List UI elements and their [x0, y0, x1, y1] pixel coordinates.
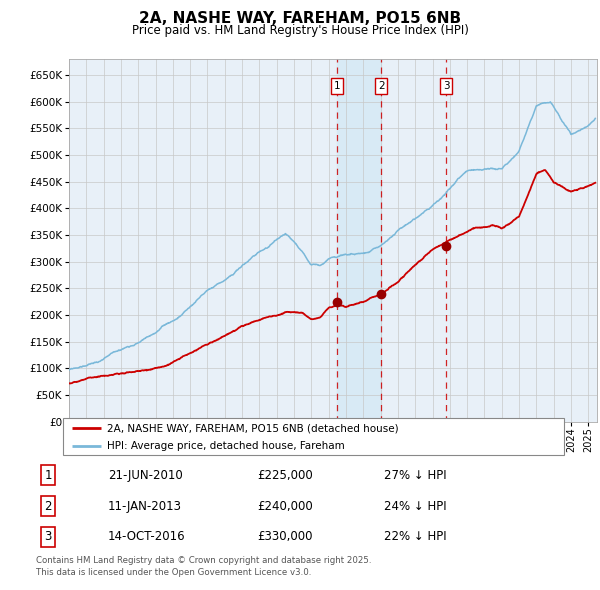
Text: 24% ↓ HPI: 24% ↓ HPI [384, 500, 446, 513]
Text: 2A, NASHE WAY, FAREHAM, PO15 6NB (detached house): 2A, NASHE WAY, FAREHAM, PO15 6NB (detach… [107, 424, 399, 433]
Text: 3: 3 [44, 530, 52, 543]
Text: 2: 2 [378, 81, 385, 91]
Bar [337, 59, 381, 422]
Text: HPI: Average price, detached house, Fareham: HPI: Average price, detached house, Fare… [107, 441, 345, 451]
Text: 2: 2 [44, 500, 52, 513]
Text: £240,000: £240,000 [257, 500, 313, 513]
Text: 21-JUN-2010: 21-JUN-2010 [108, 469, 182, 482]
Text: 1: 1 [334, 81, 340, 91]
Text: 1: 1 [44, 469, 52, 482]
Text: 27% ↓ HPI: 27% ↓ HPI [384, 469, 446, 482]
Text: 3: 3 [443, 81, 449, 91]
Text: £225,000: £225,000 [257, 469, 313, 482]
Text: Price paid vs. HM Land Registry's House Price Index (HPI): Price paid vs. HM Land Registry's House … [131, 24, 469, 37]
Text: 11-JAN-2013: 11-JAN-2013 [108, 500, 182, 513]
Text: 22% ↓ HPI: 22% ↓ HPI [384, 530, 446, 543]
Text: Contains HM Land Registry data © Crown copyright and database right 2025.
This d: Contains HM Land Registry data © Crown c… [36, 556, 371, 576]
Text: 2A, NASHE WAY, FAREHAM, PO15 6NB: 2A, NASHE WAY, FAREHAM, PO15 6NB [139, 11, 461, 25]
Text: 14-OCT-2016: 14-OCT-2016 [108, 530, 185, 543]
Text: £330,000: £330,000 [257, 530, 313, 543]
FancyBboxPatch shape [63, 418, 564, 455]
